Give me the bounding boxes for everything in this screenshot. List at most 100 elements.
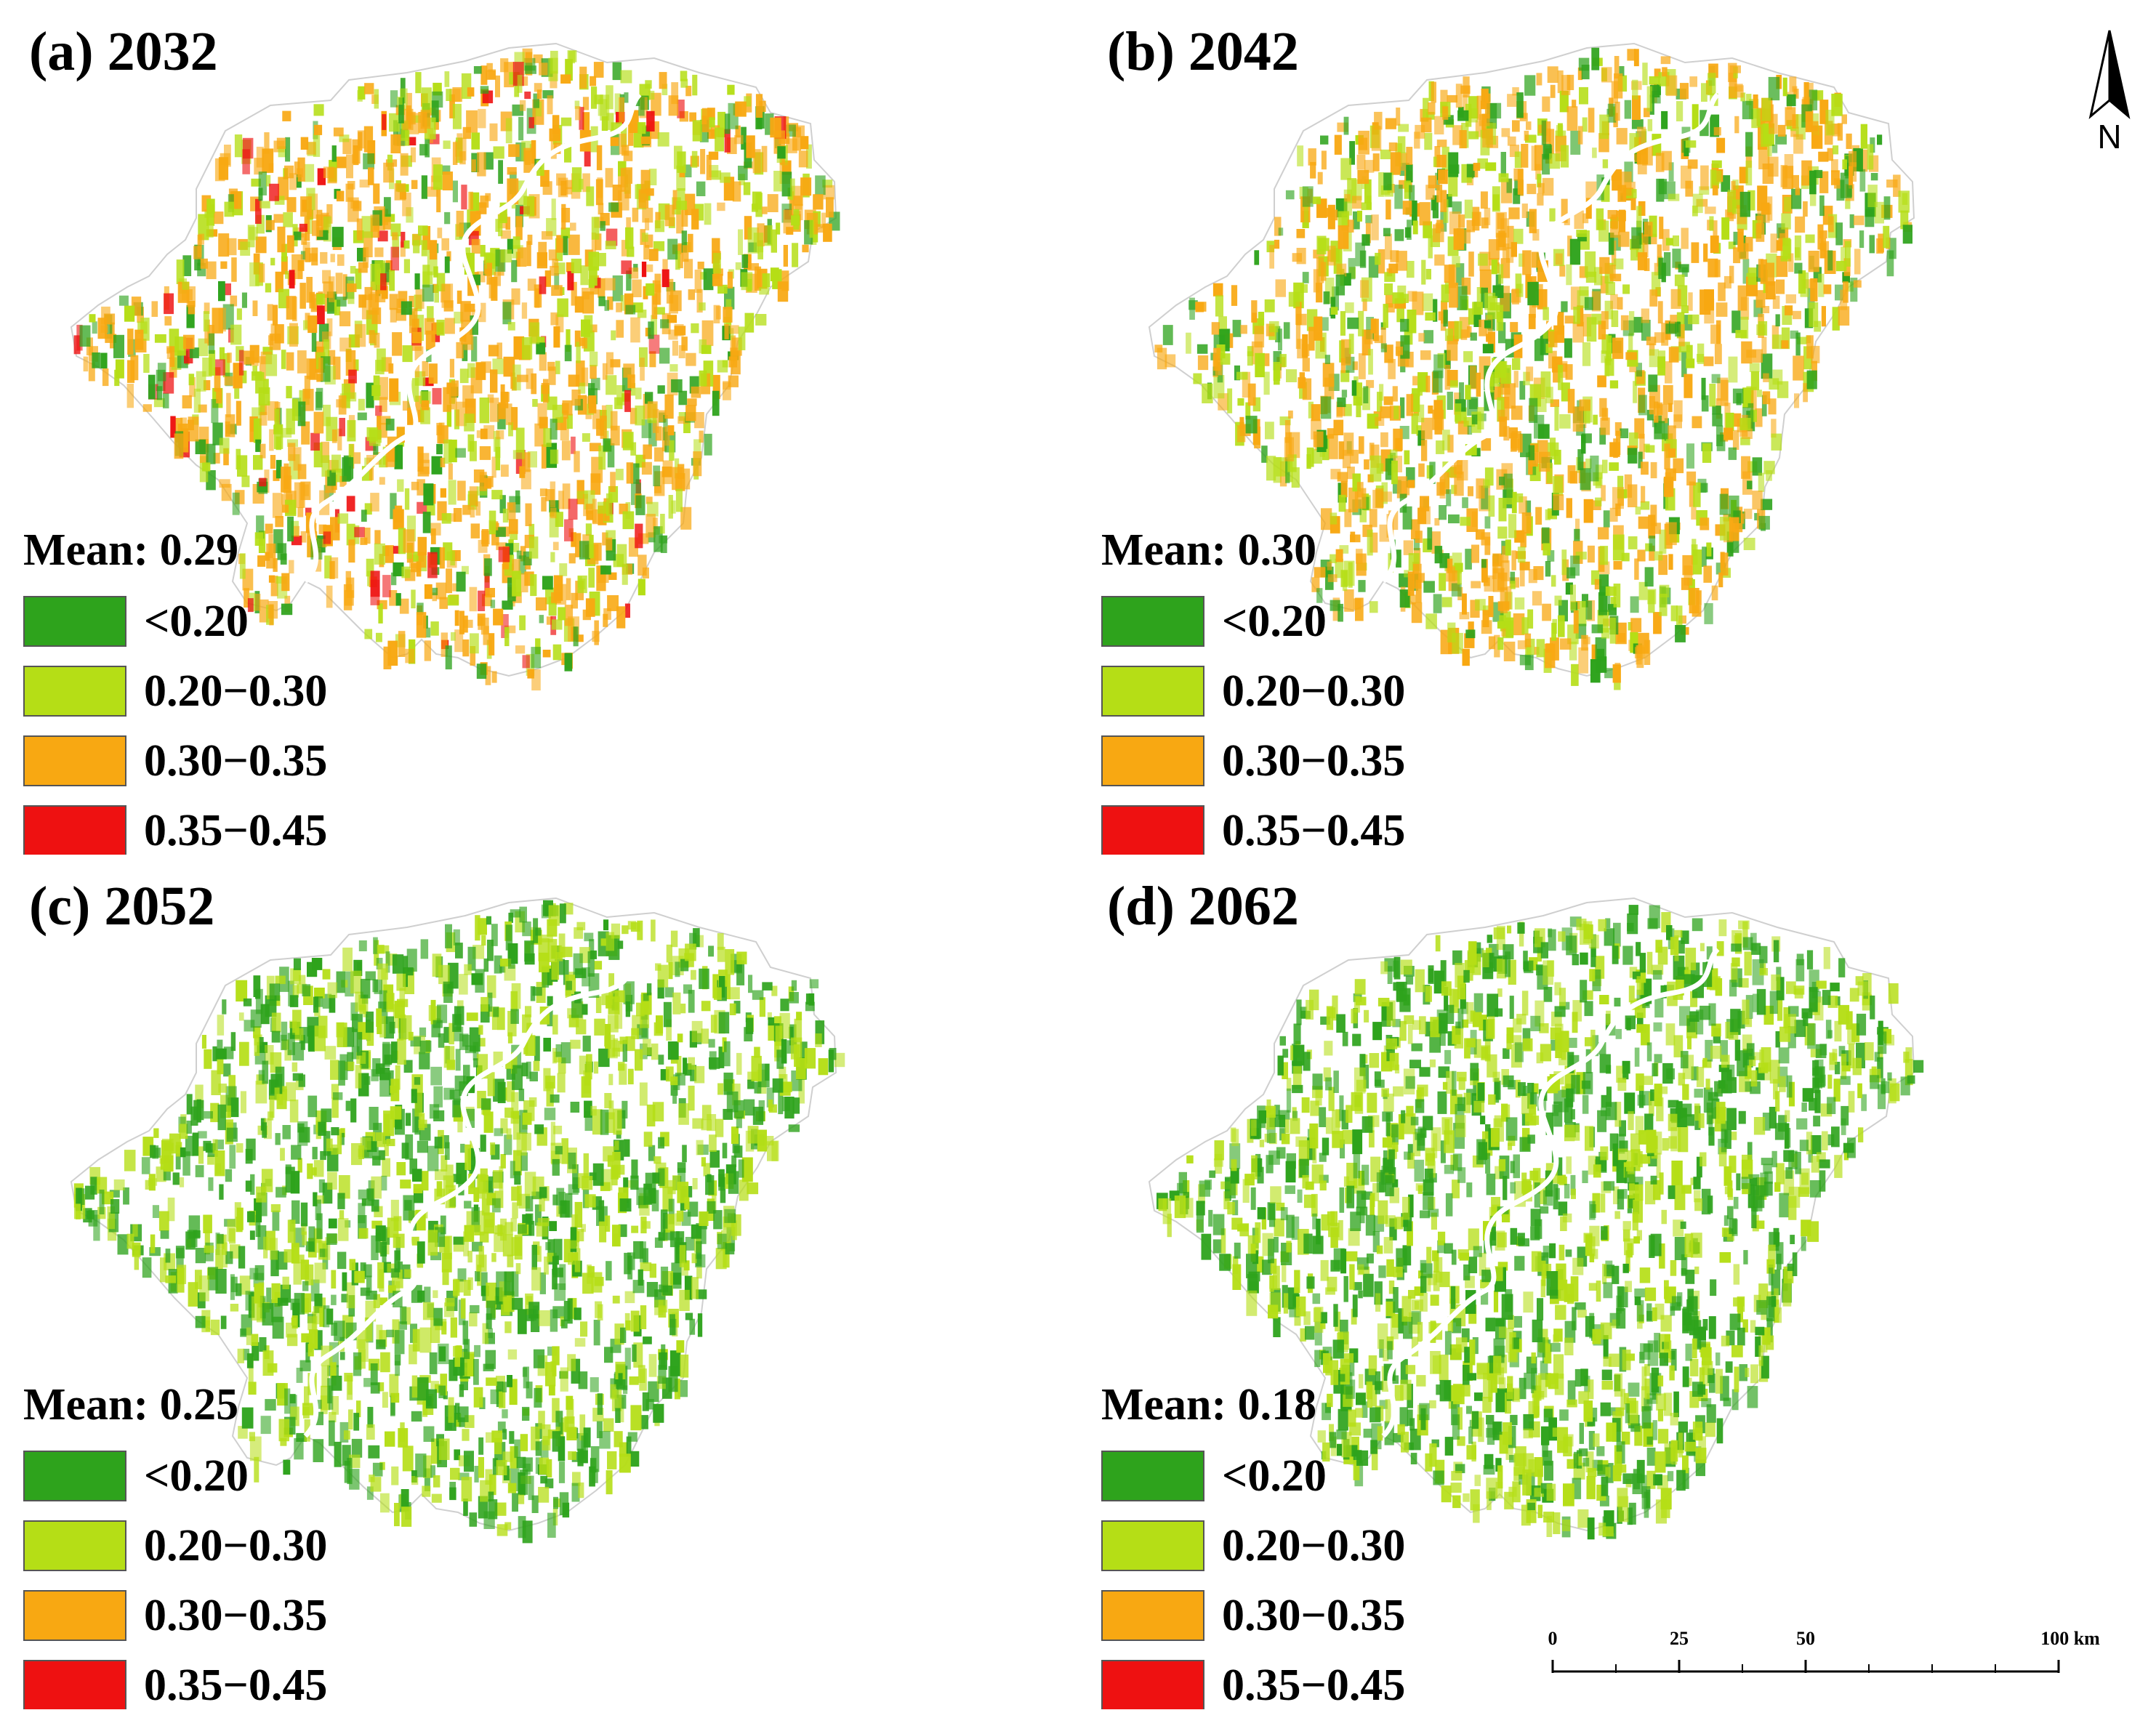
raster-cell <box>793 125 805 137</box>
raster-cell <box>779 1074 788 1091</box>
raster-cell <box>1668 425 1676 451</box>
raster-cell <box>370 493 379 512</box>
raster-cell <box>1313 431 1324 448</box>
raster-cell <box>712 238 720 264</box>
raster-cell <box>1351 179 1362 201</box>
raster-cell <box>1723 427 1733 440</box>
raster-cell <box>1739 166 1748 184</box>
raster-cell <box>457 480 466 501</box>
raster-cell <box>292 1302 300 1328</box>
raster-cell <box>1350 534 1361 543</box>
raster-cell <box>1212 283 1223 297</box>
raster-cell <box>1553 367 1561 383</box>
raster-cell <box>560 180 567 196</box>
raster-cell <box>255 988 263 1015</box>
raster-cell <box>635 523 643 549</box>
raster-cell <box>1389 449 1398 459</box>
raster-cell <box>575 533 582 557</box>
raster-cell <box>622 564 628 585</box>
raster-cell <box>411 589 416 609</box>
raster-cell <box>1344 589 1354 612</box>
raster-cell <box>374 332 380 348</box>
raster-cell <box>1601 628 1610 639</box>
raster-cell <box>739 1179 749 1201</box>
raster-cell <box>1835 222 1843 246</box>
raster-cell <box>470 633 479 654</box>
raster-cell <box>791 215 800 226</box>
raster-cell <box>448 480 456 505</box>
raster-cell <box>1613 560 1622 570</box>
raster-cell <box>1404 570 1409 578</box>
raster-cell <box>1501 128 1511 137</box>
raster-cell <box>1570 555 1580 576</box>
raster-cell <box>520 469 531 490</box>
raster-cell <box>1846 133 1852 149</box>
raster-cell <box>567 271 574 291</box>
raster-cell <box>223 448 229 466</box>
raster-cell <box>747 263 759 271</box>
raster-cell <box>1323 208 1334 217</box>
raster-cell <box>484 558 492 576</box>
raster-cell <box>502 1382 507 1392</box>
raster-cell <box>1477 407 1484 429</box>
raster-cell <box>666 278 674 304</box>
raster-cell <box>499 495 506 514</box>
raster-cell <box>440 457 446 467</box>
raster-cell <box>554 273 560 290</box>
raster-cell <box>510 531 518 540</box>
raster-cell <box>486 70 496 80</box>
raster-cell <box>400 1179 411 1189</box>
raster-cell <box>1585 459 1592 469</box>
raster-cell <box>728 375 739 387</box>
raster-cell <box>1739 191 1750 217</box>
raster-cell <box>1564 315 1575 324</box>
raster-cell <box>1335 274 1346 296</box>
raster-cell <box>1641 308 1649 323</box>
raster-cell <box>363 247 369 268</box>
raster-cell <box>1316 257 1324 283</box>
raster-cell <box>374 89 379 109</box>
raster-cell <box>1542 128 1550 142</box>
raster-cell <box>1358 353 1366 379</box>
raster-cell <box>1742 100 1753 120</box>
raster-cell <box>1554 595 1562 606</box>
raster-cell <box>513 336 525 360</box>
raster-cell <box>747 1182 759 1195</box>
raster-cell <box>245 1291 254 1311</box>
raster-cell <box>1776 240 1783 251</box>
raster-cell <box>292 1042 305 1061</box>
raster-cell <box>1459 612 1470 620</box>
raster-cell <box>605 168 614 187</box>
raster-cell <box>652 280 661 305</box>
raster-cell <box>1497 621 1505 629</box>
raster-cell <box>687 398 697 406</box>
raster-cell <box>329 276 335 302</box>
raster-cell <box>1786 94 1796 107</box>
raster-cell <box>1400 397 1405 419</box>
raster-cell <box>1506 586 1512 610</box>
raster-cell <box>470 507 475 518</box>
raster-cell <box>1350 449 1359 464</box>
raster-cell <box>731 1156 737 1167</box>
raster-cell <box>1752 457 1763 476</box>
raster-cell <box>1336 263 1347 277</box>
raster-cell <box>770 117 781 138</box>
raster-cell <box>203 380 211 390</box>
raster-cell <box>1488 596 1494 618</box>
raster-cell <box>1583 499 1593 523</box>
raster-cell <box>712 974 719 999</box>
raster-cell <box>503 356 515 377</box>
raster-cell <box>570 1102 580 1113</box>
raster-cell <box>1624 100 1632 119</box>
raster-cell <box>1438 169 1448 185</box>
raster-cell <box>517 374 528 382</box>
raster-cell <box>612 1151 621 1178</box>
raster-cell <box>1825 110 1835 136</box>
raster-cell <box>124 305 135 322</box>
raster-cell <box>654 447 664 462</box>
raster-cell <box>1479 319 1487 336</box>
raster-cell <box>816 224 825 233</box>
raster-cell <box>304 164 315 182</box>
raster-cell <box>1599 546 1609 565</box>
raster-cell <box>115 359 124 379</box>
